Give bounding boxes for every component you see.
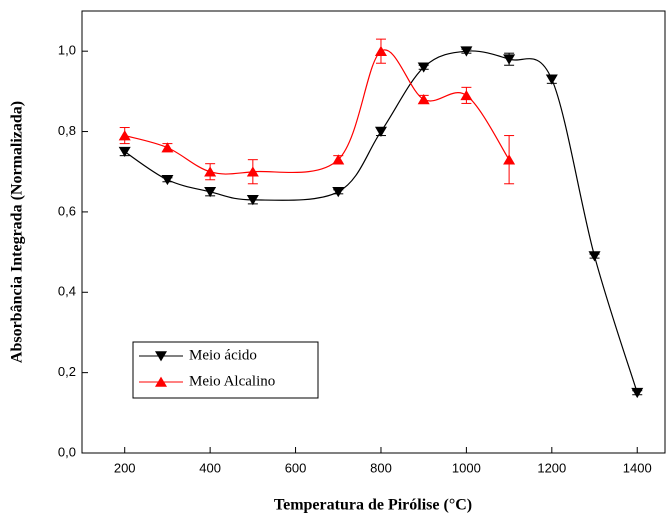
y-tick-label: 0,0 — [58, 444, 76, 459]
marker — [503, 154, 516, 165]
marker — [204, 166, 217, 177]
marker — [332, 154, 345, 165]
legend-marker — [155, 351, 167, 362]
y-tick-label: 0,6 — [58, 203, 76, 218]
x-axis-title: Temperatura de Pirólise (°C) — [274, 497, 472, 514]
x-tick-label: 200 — [114, 460, 136, 475]
legend-label: Meio Alcalino — [189, 373, 275, 389]
marker — [417, 62, 430, 73]
x-tick-label: 1000 — [452, 460, 481, 475]
marker — [246, 195, 259, 206]
marker — [460, 46, 473, 57]
marker — [588, 251, 601, 262]
y-tick-label: 0,4 — [58, 284, 76, 299]
legend-marker — [155, 376, 167, 387]
marker — [545, 74, 558, 85]
marker — [118, 130, 131, 141]
marker — [374, 45, 387, 56]
marker — [161, 142, 174, 153]
y-tick-label: 0,2 — [58, 364, 76, 379]
marker — [503, 54, 516, 65]
series-curve — [124, 50, 638, 393]
x-tick-label: 400 — [199, 460, 221, 475]
y-tick-label: 0,8 — [58, 123, 76, 138]
marker — [118, 146, 131, 158]
marker — [204, 187, 217, 198]
marker — [161, 174, 174, 186]
legend-label: Meio ácido — [189, 347, 257, 363]
y-tick-label: 1,0 — [58, 43, 76, 58]
x-tick-label: 1200 — [537, 460, 566, 475]
x-tick-label: 1400 — [623, 460, 652, 475]
plot-frame — [81, 10, 666, 454]
marker — [460, 89, 473, 101]
marker — [374, 126, 387, 137]
marker — [246, 166, 259, 177]
marker — [631, 387, 644, 399]
marker — [332, 187, 345, 198]
y-axis-title: Absorbância Integrada (Normalizada) — [9, 101, 26, 363]
x-tick-label: 800 — [370, 460, 392, 475]
series-curve — [124, 49, 510, 175]
marker — [417, 94, 430, 105]
x-tick-label: 600 — [285, 460, 307, 475]
